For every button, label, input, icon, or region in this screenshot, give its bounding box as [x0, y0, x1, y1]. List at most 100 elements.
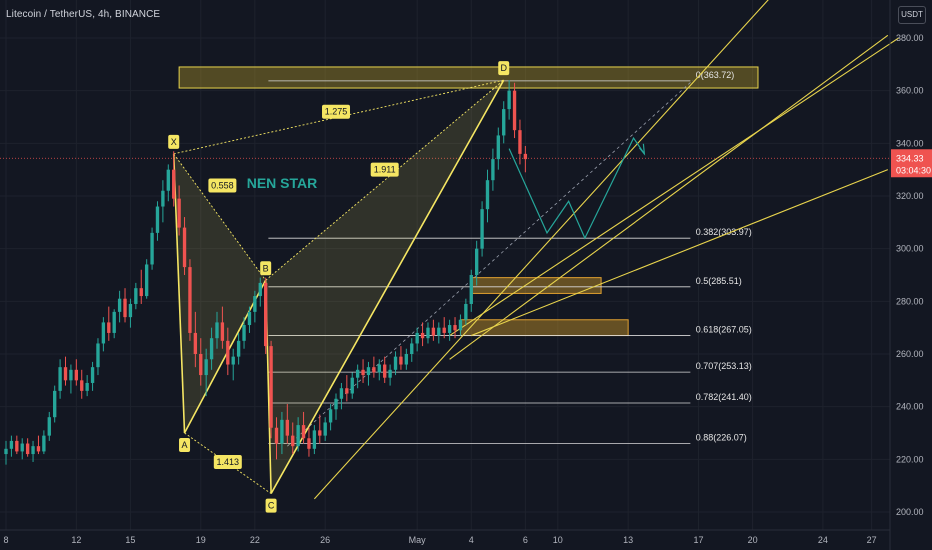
candle-body: [410, 343, 414, 354]
candle-body: [155, 206, 160, 233]
candle-body: [301, 425, 306, 439]
candle-body: [134, 288, 138, 304]
candle-body: [204, 359, 208, 376]
pattern-xab-fill: [173, 153, 266, 433]
candle-body: [150, 232, 154, 265]
candle-body: [242, 325, 246, 341]
x-tick-label: 13: [623, 535, 633, 545]
ratio-label: 1.911: [374, 165, 396, 175]
fib-label: 0(363.72): [696, 70, 735, 80]
fib-label: 0.782(241.40): [696, 392, 752, 402]
candle-body: [85, 382, 89, 391]
candle-body: [361, 369, 365, 376]
point-label: C: [268, 501, 275, 511]
candle-body: [307, 438, 311, 449]
candle-body: [507, 90, 511, 110]
candle-body: [101, 322, 106, 344]
candle-body: [188, 267, 192, 333]
candle-body: [518, 130, 522, 154]
candle-body: [523, 153, 528, 160]
ratio-label-box: [208, 178, 237, 193]
currency-button[interactable]: USDT: [898, 6, 926, 24]
x-tick-label: 10: [553, 535, 563, 545]
fib-label: 0.382(303.97): [696, 227, 752, 237]
y-tick-label: 360.00: [896, 86, 924, 96]
current-price-value: 334.33: [896, 153, 924, 163]
trend-line: [471, 169, 889, 337]
pattern-leg: [172, 153, 186, 434]
pattern-leg: [183, 279, 267, 434]
candle-body: [431, 327, 436, 336]
candle-body: [15, 440, 19, 452]
projection-polyline: [508, 136, 645, 240]
candle-body: [42, 435, 46, 452]
candle-body: [274, 427, 279, 444]
candle-body: [269, 346, 273, 428]
pattern-leg: [270, 79, 505, 494]
x-tick-label: 20: [748, 535, 758, 545]
ratio-label-box: [370, 162, 399, 177]
point-label: B: [263, 263, 269, 273]
candle-body: [236, 340, 241, 357]
x-tick-label: 26: [320, 535, 330, 545]
candle-body: [117, 298, 122, 312]
candle-body: [247, 311, 252, 326]
y-tick-label: 280.00: [896, 296, 924, 306]
candle-body: [74, 369, 79, 381]
candle-body: [485, 180, 490, 210]
candle-body: [453, 325, 457, 331]
candle-body: [377, 364, 381, 373]
point-label-box: [260, 261, 272, 276]
candle-body: [220, 322, 225, 341]
candle-body: [280, 419, 284, 444]
candle-body: [63, 367, 68, 381]
candle-body: [474, 248, 479, 275]
candle-body: [9, 440, 14, 449]
candle-body: [69, 369, 73, 381]
candle-body: [420, 332, 425, 339]
x-tick-label: May: [409, 535, 427, 545]
zones: [178, 66, 759, 337]
dashed-channel-line: [287, 79, 694, 447]
candle-body: [285, 419, 289, 436]
trendlines: [0, 0, 899, 500]
x-tick-label: 15: [125, 535, 135, 545]
candle-body: [53, 390, 57, 418]
y-tick-label: 240.00: [896, 402, 924, 412]
candle-body: [480, 209, 484, 249]
trend-line: [449, 34, 889, 360]
point-label: D: [500, 63, 507, 73]
candles: [4, 80, 528, 465]
candle-body: [512, 90, 517, 131]
point-label-box: [498, 61, 510, 76]
candle-body: [323, 422, 327, 436]
y-tick-label: 340.00: [896, 138, 924, 148]
y-tick-label: 320.00: [896, 191, 924, 201]
candle-body: [372, 367, 376, 373]
candle-body: [47, 417, 51, 436]
x-tick-label: 4: [469, 535, 474, 545]
candle-body: [312, 430, 317, 449]
candle-body: [339, 388, 344, 399]
point-label-box: [179, 438, 191, 452]
pattern-labels: X A B C D 0.558 1.413 1.911 1.275 NEN STAR: [168, 61, 510, 513]
candle-body: [366, 367, 371, 376]
y-tick-label: 300.00: [896, 244, 924, 254]
candle-body: [415, 332, 419, 344]
candle-body: [144, 264, 149, 297]
candle-body: [393, 356, 398, 370]
candle-body: [253, 296, 257, 312]
y-tick-label: 260.00: [896, 349, 924, 359]
candle-body: [96, 343, 100, 368]
point-label-box: [168, 134, 180, 149]
x-tick-label: 27: [867, 535, 877, 545]
candle-body: [437, 327, 441, 336]
candle-body: [404, 354, 409, 365]
candle-body: [107, 322, 111, 333]
fib-label: 0.707(253.13): [696, 361, 752, 371]
ratio-label: 0.558: [211, 180, 234, 190]
candle-body: [447, 325, 452, 333]
candle-body: [383, 364, 387, 378]
